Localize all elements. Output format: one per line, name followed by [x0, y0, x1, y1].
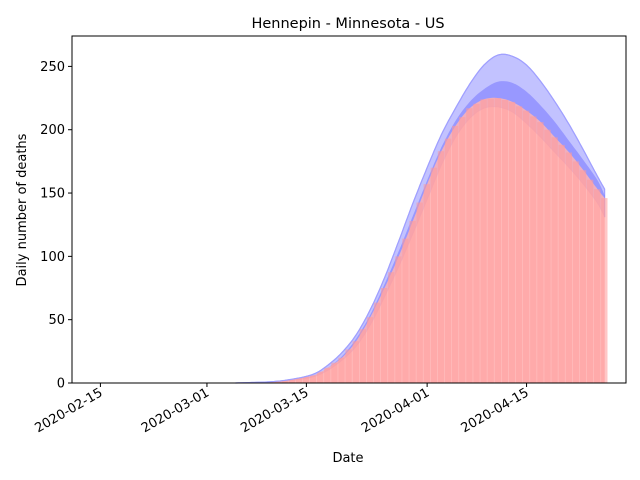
observed-bar: [352, 341, 359, 383]
y-tick-label: 150: [40, 187, 65, 202]
x-tick-label: 2020-03-01: [139, 385, 212, 436]
observed-bars: [253, 98, 608, 384]
y-tick-label: 100: [40, 250, 65, 265]
observed-bar: [594, 189, 601, 383]
observed-bar: [487, 98, 494, 383]
observed-bar: [423, 184, 430, 383]
x-tick-label: 2020-02-15: [32, 385, 105, 436]
observed-bar: [473, 103, 480, 384]
y-tick-label: 200: [40, 123, 65, 138]
observed-bar: [409, 220, 416, 383]
observed-bar: [579, 170, 587, 383]
observed-bar: [444, 138, 452, 383]
observed-bar: [324, 367, 331, 383]
plot-frame: [71, 35, 627, 384]
y-tick-label: 250: [40, 60, 65, 75]
x-tick-label: 2020-04-15: [459, 385, 532, 436]
y-tick-label: 50: [48, 313, 65, 328]
observed-bar: [402, 238, 409, 383]
y-tick-label: 0: [57, 377, 65, 392]
observed-bar: [302, 376, 310, 383]
observed-bar: [508, 101, 516, 384]
observed-bar: [494, 98, 501, 383]
observed-bar: [430, 167, 438, 383]
observed-bar: [381, 288, 388, 383]
observed-bar: [551, 137, 558, 383]
plot-area: [235, 53, 608, 384]
observed-bar: [466, 108, 473, 383]
x-tick-label: 2020-04-01: [359, 385, 432, 436]
observed-bar: [523, 110, 530, 383]
observed-bar: [309, 375, 317, 383]
observed-bar: [530, 116, 537, 384]
observed-bar: [295, 377, 303, 383]
observed-bar: [437, 151, 445, 383]
observed-bar: [416, 202, 423, 383]
observed-bar: [373, 302, 381, 383]
observed-bar: [501, 100, 509, 383]
observed-bar: [288, 379, 295, 383]
observed-bar: [558, 144, 565, 383]
observed-bar: [345, 349, 352, 383]
observed-bar: [338, 357, 345, 383]
observed-bar: [359, 329, 367, 383]
chart-title: Hennepin - Minnesota - US: [251, 16, 444, 32]
model-upper-line: [235, 53, 606, 384]
observed-bar: [572, 161, 580, 383]
observed-bar: [331, 362, 338, 383]
observed-bar: [267, 381, 274, 383]
observed-bar: [317, 371, 324, 383]
x-axis-title: Date: [332, 451, 363, 466]
observed-bar: [544, 129, 551, 383]
observed-bar: [480, 99, 487, 384]
observed-bar: [515, 106, 523, 384]
observed-bar: [459, 117, 466, 383]
observed-bar: [586, 179, 594, 383]
observed-bar: [366, 317, 374, 383]
observed-bar: [537, 122, 544, 383]
observed-bar: [388, 272, 395, 383]
observed-bar: [452, 125, 459, 384]
y-axis-title: Daily number of deaths: [15, 133, 30, 286]
observed-bar: [601, 198, 608, 383]
x-tick-label: 2020-03-15: [238, 385, 311, 436]
observed-bar: [565, 152, 572, 383]
observed-bar: [395, 256, 402, 383]
observed-bar: [281, 380, 288, 383]
observed-bar: [274, 380, 281, 383]
